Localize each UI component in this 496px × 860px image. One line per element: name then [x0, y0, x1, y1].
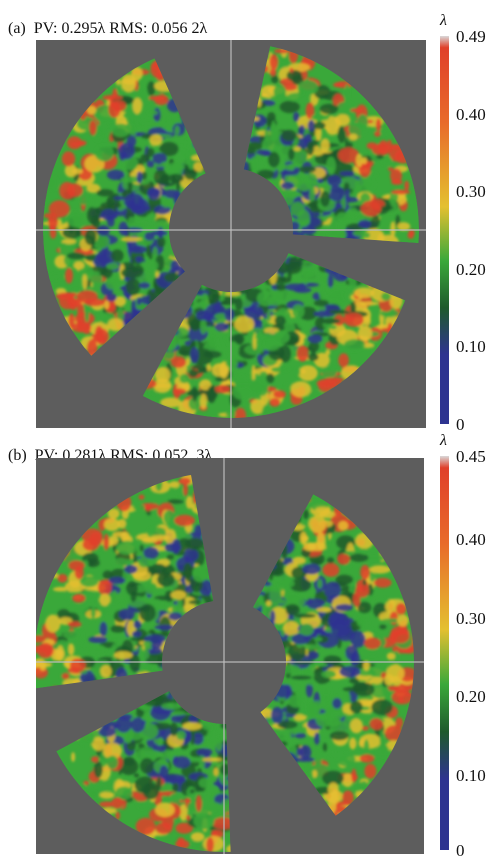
colorbar-b-unit: λ: [440, 432, 447, 449]
panel-a: (a) PV: 0.295λ RMS: 0.056 2λ λ 0.49 0.40 0…: [8, 12, 486, 433]
colorbar-a-gradient: [440, 36, 449, 424]
colorbar-b-tick: 0.45: [456, 447, 486, 466]
surface-error-map-a: [36, 40, 426, 428]
panel-b: (b) PV: 0.281λ RMS: 0.052 3λ λ 0.45 0.40 0…: [0, 430, 496, 859]
colorbar-b: λ 0.45 0.40 0.30 0.20 0.10 0: [440, 432, 486, 859]
colorbar-a: λ 0.49 0.40 0.30 0.20 0.10 0: [440, 12, 486, 433]
colorbar-b-tick: 0.20: [456, 687, 486, 707]
colorbar-b-gradient: [440, 456, 449, 850]
colorbar-b-tick: 0.10: [456, 766, 486, 786]
colorbar-a-tick: 0.30: [456, 182, 486, 202]
colorbar-a-tick: 0.40: [456, 104, 486, 124]
colorbar-a-unit: λ: [440, 12, 447, 29]
colorbar-a-tick: 0.10: [456, 337, 486, 357]
panel-a-caption: (a) PV: 0.295λ RMS: 0.056 2λ: [8, 20, 208, 37]
colorbar-a-tick: 0.49: [456, 27, 486, 46]
sector-texture: [43, 46, 419, 418]
colorbar-b-tick: 0.40: [456, 529, 486, 549]
surface-error-map-b: [36, 458, 424, 854]
colorbar-a-tick: 0: [456, 415, 465, 434]
surface-error-image-a: [36, 40, 426, 428]
colorbar-b-tick: 0.30: [456, 608, 486, 628]
colorbar-a-tick: 0.20: [456, 259, 486, 279]
surface-error-image-b: [36, 458, 424, 854]
colorbar-b-tick: 0: [456, 841, 465, 860]
